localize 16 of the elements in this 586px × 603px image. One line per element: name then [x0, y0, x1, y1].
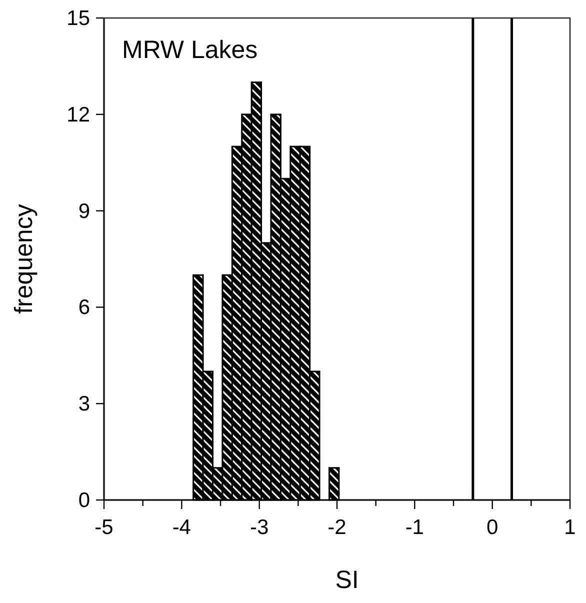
y-axis-title: frequency	[10, 204, 38, 314]
x-tick-label: 1	[564, 516, 576, 539]
x-tick-label: -2	[328, 516, 346, 539]
y-tick-label: 9	[78, 200, 90, 223]
y-tick-label: 15	[66, 7, 90, 30]
x-tick-label: -4	[172, 516, 192, 539]
y-tick-label: 3	[78, 392, 90, 416]
x-tick-label: 0	[486, 516, 498, 539]
x-tick-label: -3	[250, 516, 269, 539]
y-tick-label: 6	[78, 296, 90, 320]
y-tick-label: 0	[78, 489, 90, 512]
y-tick-label: 12	[66, 103, 90, 126]
x-tick-label: -5	[94, 516, 114, 539]
x-axis-title: SI	[335, 566, 359, 594]
x-tick-label: -1	[405, 516, 424, 539]
text: MRW Lakes	[122, 36, 258, 64]
